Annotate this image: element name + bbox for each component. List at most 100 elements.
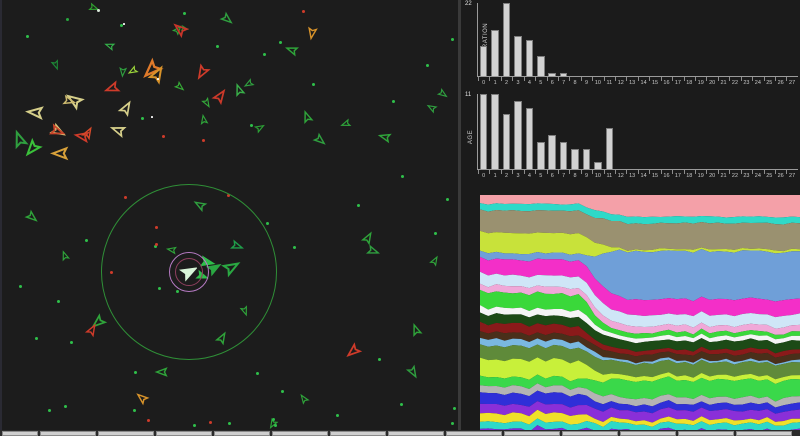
histogram-bar <box>571 148 579 169</box>
food-particle[interactable] <box>66 18 70 22</box>
histogram-bar-slot <box>786 94 797 169</box>
taskbar-button[interactable] <box>214 430 270 436</box>
axis-tick-label: 24 <box>752 77 763 89</box>
food-particle[interactable] <box>272 418 276 422</box>
taskbar-button[interactable] <box>272 430 328 436</box>
food-particle[interactable] <box>426 64 430 68</box>
histogram-bar-slot <box>524 3 535 76</box>
taskbar-button[interactable] <box>156 430 212 436</box>
ancestors-band <box>480 256 800 318</box>
food-particle[interactable] <box>35 337 39 341</box>
food-particle[interactable] <box>133 409 137 413</box>
axis-tick-label: 5 <box>535 77 546 89</box>
taskbar-button[interactable] <box>678 430 734 436</box>
taskbar-button[interactable] <box>98 430 154 436</box>
food-particle[interactable] <box>134 371 138 375</box>
food-particle[interactable] <box>392 100 396 104</box>
axis-tick-label: 13 <box>626 77 637 89</box>
food-particle[interactable] <box>57 300 61 304</box>
histogram-bar <box>594 162 602 169</box>
food-particle[interactable] <box>312 83 316 87</box>
axis-tick-label: 4 <box>523 170 535 182</box>
food-particle[interactable] <box>209 421 213 425</box>
food-particle[interactable] <box>123 23 125 25</box>
axis-tick-label: 10 <box>592 77 603 89</box>
ancestors-band <box>480 401 800 423</box>
food-particle[interactable] <box>147 419 151 423</box>
food-particle[interactable] <box>183 12 187 16</box>
food-particle[interactable] <box>151 116 153 118</box>
food-particle[interactable] <box>357 204 361 208</box>
food-particle[interactable] <box>453 407 457 411</box>
food-particle[interactable] <box>256 372 260 376</box>
ancestors-stream-chart[interactable]: ANCESTORS <box>462 185 800 436</box>
food-particle[interactable] <box>293 246 297 250</box>
taskbar-button[interactable] <box>736 430 792 436</box>
histogram-bar <box>548 134 556 169</box>
taskbar-button[interactable] <box>388 430 444 436</box>
food-particle[interactable] <box>26 35 30 39</box>
food-particle[interactable] <box>281 390 285 394</box>
histogram-bar-slot <box>604 94 615 169</box>
food-particle[interactable] <box>193 424 197 428</box>
taskbar-button[interactable] <box>446 430 502 436</box>
food-particle[interactable] <box>451 38 455 42</box>
food-particle[interactable] <box>266 222 270 226</box>
food-particle[interactable] <box>434 232 438 236</box>
ancestors-band <box>480 312 800 354</box>
axis-tick-label: 15 <box>649 170 660 182</box>
food-particle[interactable] <box>250 124 254 128</box>
food-particle[interactable] <box>97 9 101 13</box>
food-particle[interactable] <box>451 422 455 426</box>
histogram-bar <box>582 148 591 169</box>
taskbar-button[interactable] <box>2 430 38 436</box>
ancestors-stream-canvas <box>480 195 800 436</box>
food-particle[interactable] <box>401 175 405 179</box>
food-particle[interactable] <box>216 45 220 49</box>
food-particle[interactable] <box>141 117 145 121</box>
food-particle[interactable] <box>157 78 159 80</box>
taskbar-button[interactable] <box>620 430 676 436</box>
food-particle[interactable] <box>64 405 68 409</box>
histogram-bar-slot <box>752 3 763 76</box>
taskbar-button[interactable] <box>330 430 386 436</box>
histogram-bar-slot <box>489 94 500 169</box>
food-particle[interactable] <box>120 24 124 28</box>
simulation-viewport[interactable] <box>0 0 458 430</box>
food-particle[interactable] <box>70 341 74 345</box>
taskbar-button[interactable] <box>562 430 618 436</box>
axis-tick-label: 8 <box>569 77 580 89</box>
histogram-bar-slot <box>569 3 580 76</box>
food-particle[interactable] <box>263 53 267 57</box>
taskbar-button[interactable] <box>40 430 96 436</box>
ancestors-band <box>480 289 800 340</box>
food-particle[interactable] <box>85 239 89 243</box>
food-particle[interactable] <box>162 135 166 139</box>
food-particle[interactable] <box>124 196 128 200</box>
food-particle[interactable] <box>274 424 278 428</box>
age-histogram[interactable]: 11 AGE 0 1 2 3 4 5 6 7 8 9 10 11 12 13 14 15 16 17 18 19 20 2… <box>462 91 800 183</box>
food-particle[interactable] <box>48 409 52 413</box>
axis-tick-label: 3 <box>512 77 523 89</box>
taskbar-button[interactable] <box>504 430 560 436</box>
histogram-bar-slot <box>489 3 500 76</box>
player-agent-icon[interactable] <box>178 263 198 286</box>
food-particle[interactable] <box>279 41 283 45</box>
axis-tick-label: 1 <box>489 77 500 89</box>
food-particle[interactable] <box>378 358 382 362</box>
histogram-bar-slot <box>581 3 592 76</box>
histogram-bar-slot <box>604 3 615 76</box>
food-particle[interactable] <box>228 422 232 426</box>
generation-histogram[interactable]: 22 GENERATION 0 1 2 3 4 5 6 7 8 9 10 11 12 13 14 15 16 17… <box>462 0 800 90</box>
food-particle[interactable] <box>19 285 23 289</box>
desktop-taskbar[interactable] <box>0 430 800 436</box>
food-particle[interactable] <box>302 10 306 14</box>
food-particle[interactable] <box>202 139 206 143</box>
food-particle[interactable] <box>336 414 340 418</box>
axis-tick-label: 11 <box>603 170 615 182</box>
food-particle[interactable] <box>400 403 404 407</box>
histogram-bar-slot <box>558 94 569 169</box>
histogram-bar-slot <box>626 94 637 169</box>
histogram-bar-slot <box>615 94 626 169</box>
food-particle[interactable] <box>446 198 450 202</box>
